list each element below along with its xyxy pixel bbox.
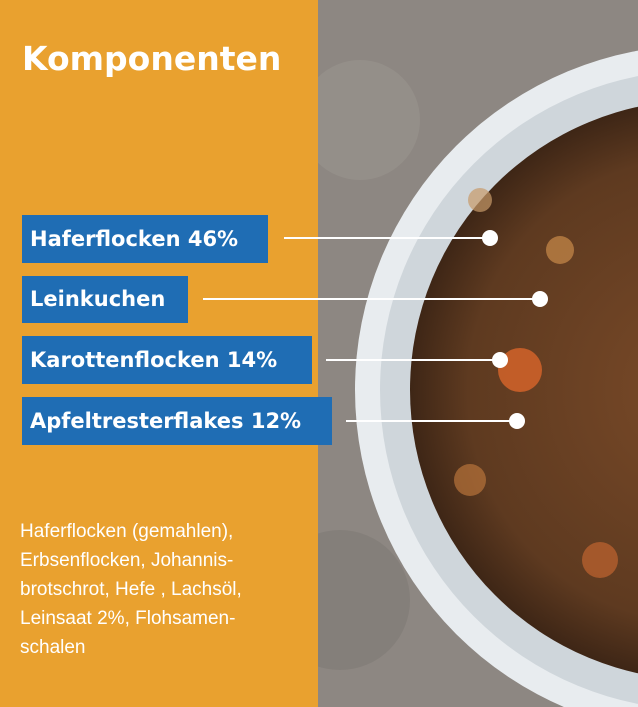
title: Komponenten <box>22 39 281 78</box>
description-line: brotschrot, Hefe , Lachsöl, <box>20 579 242 600</box>
callout: Apfeltresterflakes 12% <box>22 397 525 445</box>
description-line: Leinsaat 2%, Flohsamen- <box>20 608 235 629</box>
callout: Leinkuchen <box>22 276 548 323</box>
photo <box>318 0 638 707</box>
label: Leinkuchen <box>30 287 165 311</box>
label: Karottenflocken 14% <box>30 348 277 372</box>
callout: Karottenflocken 14% <box>22 336 508 384</box>
callout: Haferflocken 46% <box>22 215 498 263</box>
description-line: schalen <box>20 637 86 658</box>
label: Haferflocken 46% <box>30 227 238 251</box>
description-line: Haferflocken (gemahlen), <box>20 521 233 542</box>
description-line: Erbsenflocken, Johannis- <box>20 550 233 571</box>
label: Apfeltresterflakes 12% <box>30 409 301 433</box>
